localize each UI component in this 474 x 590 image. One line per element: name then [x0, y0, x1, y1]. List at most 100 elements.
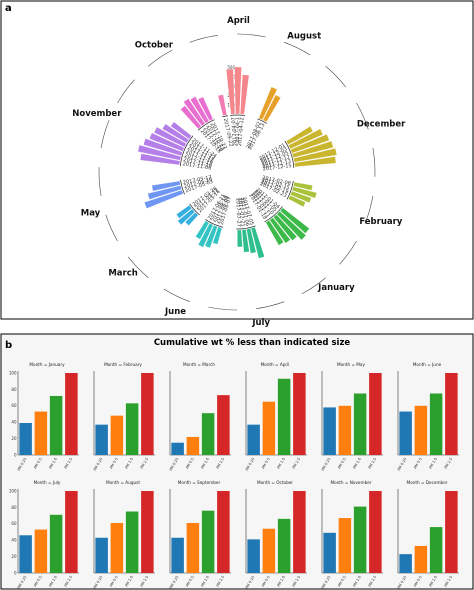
month-label: March [108, 269, 137, 279]
y-tick-label: 40 [11, 420, 17, 425]
outer-arc [117, 79, 135, 104]
polar-bar [290, 134, 330, 154]
facet-panel: Month = July 0 20 40 60 80 100 PM 0.25 PM 0.5 PM … [9, 480, 79, 590]
x-tick-label: PM 0.25 [169, 575, 180, 589]
date-label: 2017-07-21 [236, 197, 245, 227]
facet-title: Month = April [261, 362, 290, 367]
bar [217, 395, 230, 455]
date-label: 2017-04-12 [237, 117, 246, 146]
facet-title: Month = October [257, 480, 293, 485]
date-label: 2017-02-08 [262, 175, 292, 187]
x-tick-label: PM 1.0 [124, 456, 134, 469]
bar [34, 529, 48, 573]
facet-title: Month = August [106, 480, 140, 485]
polar-bar [273, 214, 298, 241]
x-tick-label: PM 2.5 [64, 457, 74, 470]
polar-bar [294, 156, 337, 168]
polar-bar [162, 123, 190, 144]
polar-bar [153, 126, 187, 148]
outer-arc [189, 35, 218, 43]
x-tick-label: PM 0.25 [245, 457, 256, 471]
polar-bar [241, 229, 250, 253]
x-tick-label: PM 2.5 [368, 575, 378, 588]
outer-arc [100, 120, 110, 149]
bar [323, 532, 336, 573]
bar [277, 518, 291, 573]
x-tick-label: PM 2.5 [140, 575, 150, 588]
polar-bar [285, 126, 314, 145]
x-tick-label: PM 0.25 [169, 457, 180, 471]
group-baseline [205, 219, 224, 228]
polar-bar [240, 74, 250, 115]
month-label: May [81, 208, 101, 218]
x-tick-label: PM 1.0 [276, 574, 286, 587]
bar [369, 491, 382, 573]
bar [65, 373, 78, 455]
polar-bar [151, 180, 181, 192]
group-baseline [180, 179, 185, 195]
polar-bar [276, 211, 307, 241]
polar-bar [293, 181, 313, 191]
month-label: December [357, 120, 406, 130]
month-label: February [359, 217, 402, 227]
y-tick-label: 100 [9, 488, 17, 493]
x-tick-label: PM 0.5 [33, 457, 43, 470]
month-label: August [287, 32, 321, 42]
bar [338, 518, 352, 573]
outer-arc [301, 277, 326, 295]
facet-panel: Month = August PM 0.25 PM 0.5 PM 1.0 PM 2.5 [93, 480, 155, 590]
facet-title: Month = January [29, 362, 65, 367]
bar [49, 514, 63, 573]
x-tick-label: PM 1.0 [200, 456, 210, 469]
y-tick-label: 0 [14, 570, 17, 575]
group-baseline [257, 118, 267, 124]
polar-bar [204, 224, 218, 249]
x-tick-label: PM 0.5 [261, 575, 271, 588]
radial-tick-label: 500 [227, 65, 235, 70]
polar-bar [185, 212, 199, 226]
date-label: 2017-12-13 [262, 159, 292, 171]
polar-bar [176, 204, 193, 219]
x-tick-label: PM 2.5 [216, 575, 226, 588]
x-tick-label: PM 0.25 [93, 575, 104, 589]
circular-bar-chart: 1002003004005002017-04-072017-04-12017-0… [72, 16, 406, 328]
bar [125, 403, 139, 455]
bar [171, 537, 184, 573]
polar-bar [212, 226, 223, 245]
bar [353, 506, 367, 573]
x-tick-label: PM 0.5 [337, 457, 347, 470]
outer-arc [208, 306, 238, 311]
facet-panel: Month = October PM 0.25 PM 0.5 PM 1.0 PM 2.5 [245, 480, 307, 590]
polar-bar [258, 86, 278, 121]
polar-bar [290, 190, 312, 204]
polar-bar [291, 186, 317, 199]
bar [110, 522, 124, 573]
polar-bar [149, 132, 185, 152]
facet-panel: Month = March PM 0.25 PM 0.5 PM 1.0 PM 2.5 [169, 362, 231, 472]
facet-title: Month = May [337, 362, 365, 367]
bar [95, 537, 108, 573]
x-tick-label: PM 0.5 [109, 457, 119, 470]
y-tick-label: 20 [11, 436, 17, 441]
x-tick-label: PM 1.0 [124, 574, 134, 587]
x-tick-label: PM 2.5 [368, 457, 378, 470]
x-tick-label: PM 2.5 [216, 457, 226, 470]
x-tick-label: PM 2.5 [444, 575, 454, 588]
month-label: January [317, 283, 355, 293]
polar-bar [190, 96, 210, 124]
group-baseline [197, 119, 215, 131]
polar-bar [143, 138, 183, 157]
bar [429, 527, 443, 573]
month-label: June [164, 307, 186, 317]
x-tick-label: PM 0.5 [185, 575, 195, 588]
x-tick-label: PM 0.5 [413, 457, 423, 470]
bar [34, 411, 48, 455]
polar-bar [269, 217, 291, 244]
facet-title: Month = March [183, 362, 215, 367]
x-tick-label: PM 0.5 [185, 457, 195, 470]
x-tick-label: PM 1.0 [200, 574, 210, 587]
bar [323, 407, 336, 455]
bar [141, 491, 154, 573]
bar [338, 405, 352, 455]
panel-a-frame [0, 0, 474, 320]
